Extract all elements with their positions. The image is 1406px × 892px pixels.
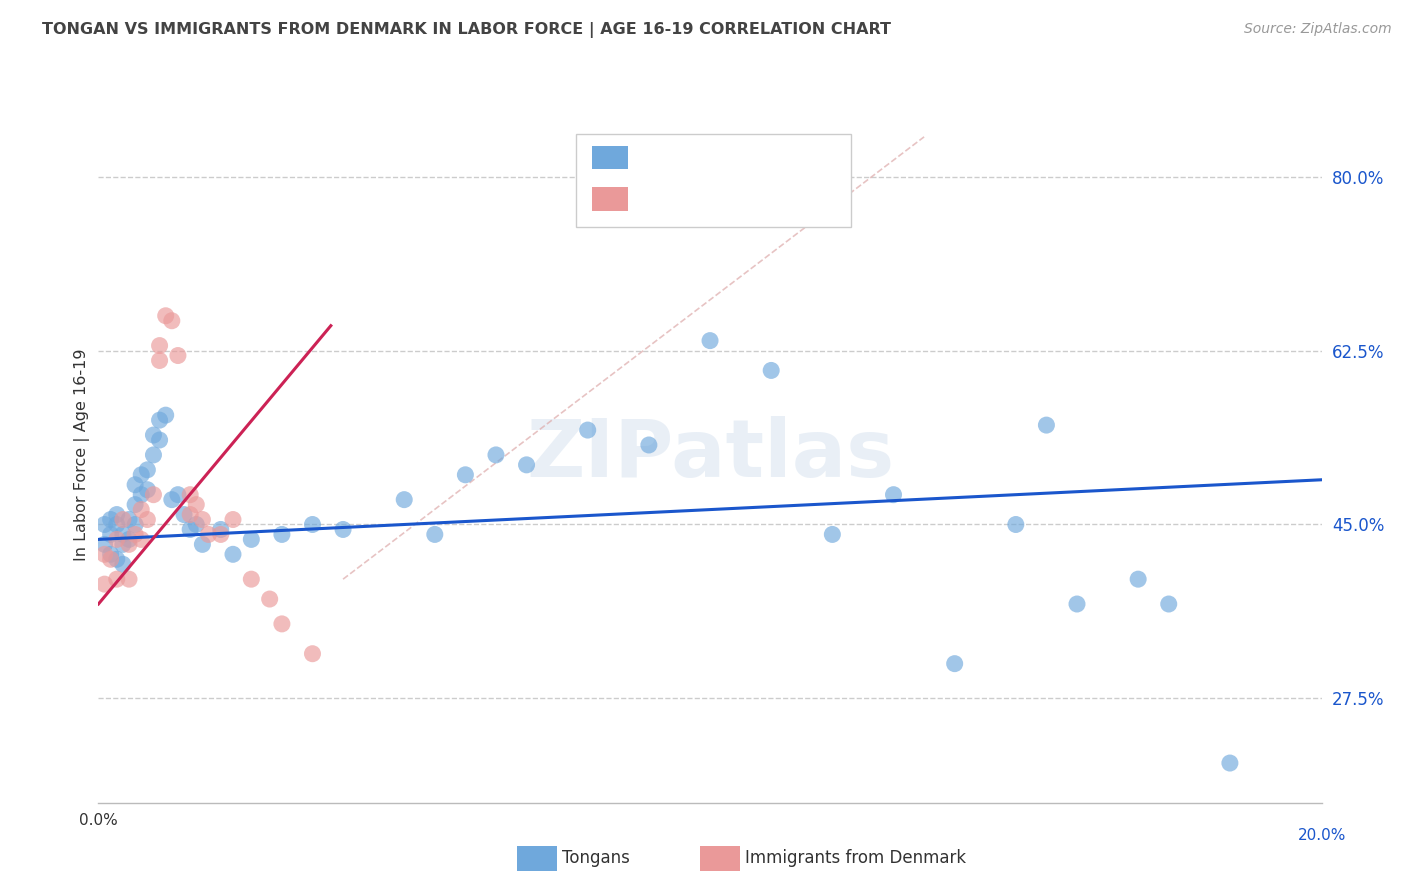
Point [454,467,477,482]
Point [100,552,122,566]
Point [222,512,245,526]
Point [149,433,172,447]
Point [129,467,152,482]
Point [240,572,263,586]
Point [136,483,159,497]
Point [191,512,214,526]
Point [124,517,146,532]
Point [111,527,134,541]
Point [179,523,201,537]
Y-axis label: In Labor Force | Age 16-19: In Labor Force | Age 16-19 [75,349,90,561]
Point [423,527,446,541]
Point [270,616,292,631]
Point [197,527,219,541]
Text: Tongans: Tongans [562,849,630,867]
Point [105,533,128,547]
Point [883,488,905,502]
Point [111,537,134,551]
Point [111,558,134,572]
Point [100,512,122,526]
Point [129,533,152,547]
Point [1004,517,1026,532]
Point [149,413,172,427]
Point [209,527,232,541]
Point [124,527,146,541]
Point [155,408,177,422]
Point [759,363,782,377]
Text: 29: 29 [775,190,800,208]
Point [93,547,115,561]
Point [1128,572,1150,586]
Point [93,517,115,532]
Point [209,523,232,537]
Point [167,349,190,363]
Point [186,498,208,512]
Point [124,477,146,491]
Point [179,508,201,522]
Point [160,314,183,328]
Point [576,423,599,437]
Text: ZIPatlas: ZIPatlas [526,416,894,494]
Point [136,512,159,526]
Point [516,458,538,472]
Point [301,647,323,661]
Text: Source: ZipAtlas.com: Source: ZipAtlas.com [1244,22,1392,37]
Text: R =: R = [640,149,679,167]
Text: 20.0%: 20.0% [1298,828,1346,843]
Point [191,537,214,551]
Point [270,527,292,541]
Point [1066,597,1088,611]
Point [301,517,323,532]
Text: 55: 55 [775,149,800,167]
Point [240,533,263,547]
Point [149,353,172,368]
Text: 0.106: 0.106 [673,149,724,167]
Point [1219,756,1241,770]
Point [943,657,966,671]
Point [1035,418,1057,433]
Text: 0.447: 0.447 [673,190,725,208]
Point [118,533,141,547]
Text: N =: N = [728,149,780,167]
Point [1157,597,1180,611]
Point [142,488,165,502]
Point [105,572,128,586]
Point [699,334,721,348]
Point [186,517,208,532]
Point [100,547,122,561]
Text: TONGAN VS IMMIGRANTS FROM DENMARK IN LABOR FORCE | AGE 16-19 CORRELATION CHART: TONGAN VS IMMIGRANTS FROM DENMARK IN LAB… [42,22,891,38]
Point [118,512,141,526]
Point [485,448,508,462]
Text: N =: N = [728,190,780,208]
Point [93,537,115,551]
Point [392,492,416,507]
Point [222,547,245,561]
Point [821,527,844,541]
Point [118,537,141,551]
Text: R =: R = [640,190,679,208]
Point [118,572,141,586]
Point [179,488,201,502]
Point [124,498,146,512]
Point [173,508,195,522]
Point [136,463,159,477]
Point [129,502,152,516]
Point [160,492,183,507]
Point [142,428,165,442]
Point [142,448,165,462]
Point [259,592,281,607]
Point [100,527,122,541]
Point [167,488,190,502]
Point [105,508,128,522]
Point [105,552,128,566]
Point [93,577,115,591]
Text: Immigrants from Denmark: Immigrants from Denmark [745,849,966,867]
Point [332,523,354,537]
Point [149,338,172,352]
Point [637,438,661,452]
Point [105,517,128,532]
Point [155,309,177,323]
Point [129,488,152,502]
Point [111,512,134,526]
